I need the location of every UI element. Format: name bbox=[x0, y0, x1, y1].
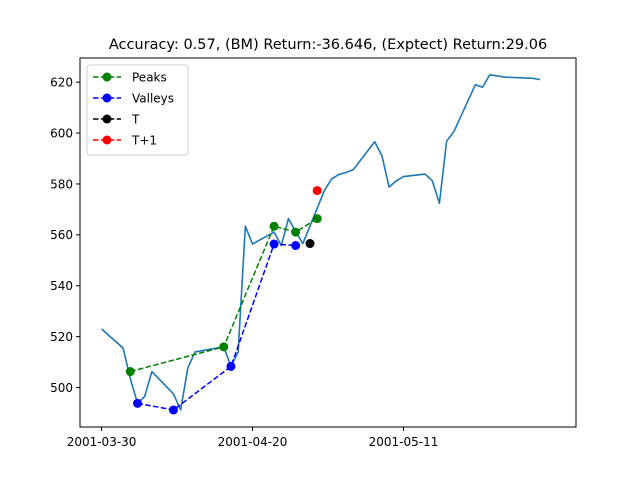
y-tick-label: 560 bbox=[50, 228, 73, 242]
data-point-t_plus_1 bbox=[312, 186, 322, 196]
legend-label-valleys: Valleys bbox=[132, 91, 174, 105]
chart-title: Accuracy: 0.57, (BM) Return:-36.646, (Ex… bbox=[109, 37, 547, 53]
series-line-peaks bbox=[130, 217, 318, 373]
y-tick-label: 540 bbox=[50, 279, 73, 293]
legend-marker-t bbox=[102, 114, 112, 124]
data-point-peaks bbox=[125, 367, 135, 377]
legend-marker-valleys bbox=[102, 93, 112, 103]
legend-marker-t_plus_1 bbox=[102, 135, 112, 145]
y-tick-label: 620 bbox=[50, 75, 73, 89]
y-tick-label: 600 bbox=[50, 126, 73, 140]
x-tick-label: 2001-03-30 bbox=[67, 435, 137, 449]
x-tick-label: 2001-04-20 bbox=[218, 435, 288, 449]
data-point-peaks bbox=[269, 221, 279, 231]
data-point-valleys bbox=[291, 241, 301, 251]
legend-label-t: T bbox=[131, 112, 140, 126]
axes-frame bbox=[79, 57, 577, 428]
data-point-peaks bbox=[312, 214, 322, 224]
data-point-valleys bbox=[226, 361, 236, 371]
legend-label-peaks: Peaks bbox=[132, 70, 167, 84]
legend: Peaks Valleys T T+1 bbox=[86, 64, 189, 156]
data-point-valleys bbox=[133, 398, 143, 408]
data-point-valleys bbox=[168, 405, 178, 415]
series-line-valleys bbox=[137, 243, 296, 411]
data-point-t bbox=[305, 239, 315, 249]
y-tick-label: 500 bbox=[50, 381, 73, 395]
plot-area bbox=[101, 74, 541, 415]
legend-marker-peaks bbox=[102, 72, 112, 82]
axes: 2001-03-30 2001-04-20 2001-05-11 500 520 540 5… bbox=[50, 75, 438, 449]
legend-label-t_plus_1: T+1 bbox=[131, 133, 157, 147]
data-point-valleys bbox=[269, 239, 279, 249]
legend-box bbox=[86, 64, 189, 156]
x-tick-label: 2001-05-11 bbox=[369, 435, 439, 449]
data-point-peaks bbox=[291, 227, 301, 237]
series-line-price bbox=[101, 74, 541, 411]
y-tick-label: 580 bbox=[50, 177, 73, 191]
data-point-peaks bbox=[219, 342, 229, 352]
y-tick-label: 520 bbox=[50, 330, 73, 344]
